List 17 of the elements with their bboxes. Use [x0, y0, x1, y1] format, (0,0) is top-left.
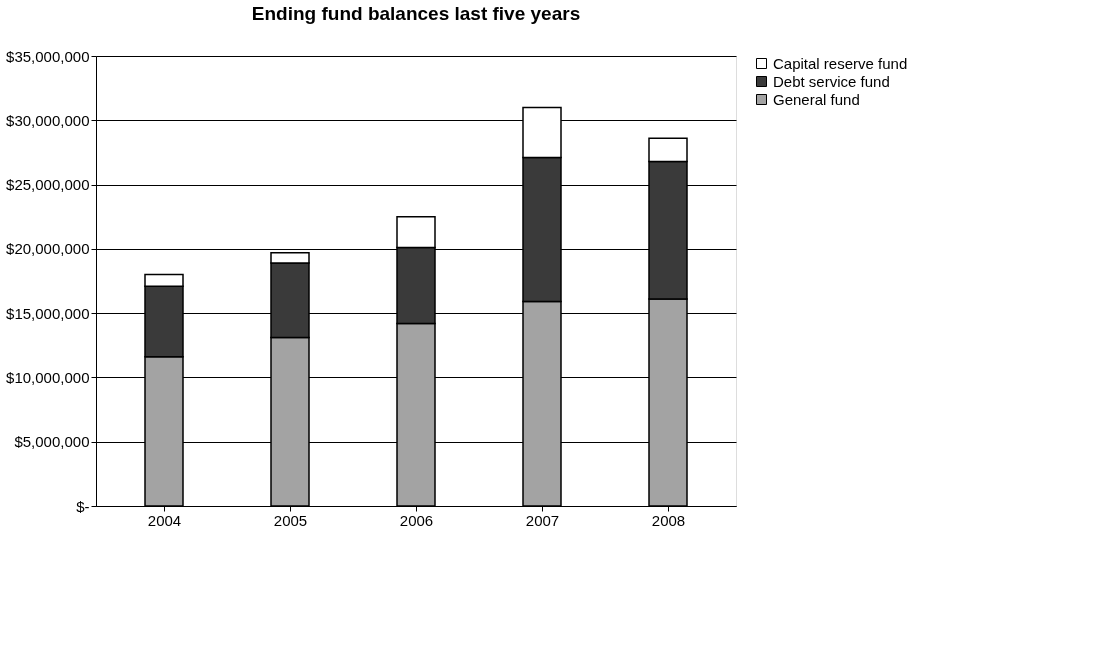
- x-tick-label: 2004: [147, 511, 182, 529]
- x-tick-label: 2005: [273, 511, 308, 529]
- y-tick-label: $30,000,000: [6, 111, 90, 129]
- y-tick-label: $35,000,000: [6, 47, 90, 65]
- chart-title: Ending fund balances last five years: [251, 3, 581, 24]
- y-tick-label: $5,000,000: [14, 433, 90, 451]
- legend-label: Capital reserve fund: [773, 54, 908, 72]
- y-tick-label: $20,000,000: [6, 240, 90, 258]
- y-tick-label: $25,000,000: [6, 176, 90, 194]
- y-tick-label: $15,000,000: [6, 304, 90, 322]
- x-tick-label: 2006: [399, 511, 434, 529]
- y-tick-label: $10,000,000: [6, 368, 90, 386]
- x-tick-label: 2007: [525, 511, 560, 529]
- x-tick-label: 2008: [651, 511, 686, 529]
- legend-label: General fund: [773, 90, 860, 108]
- legend-label: Debt service fund: [773, 72, 890, 90]
- y-tick-label: $-: [76, 497, 90, 515]
